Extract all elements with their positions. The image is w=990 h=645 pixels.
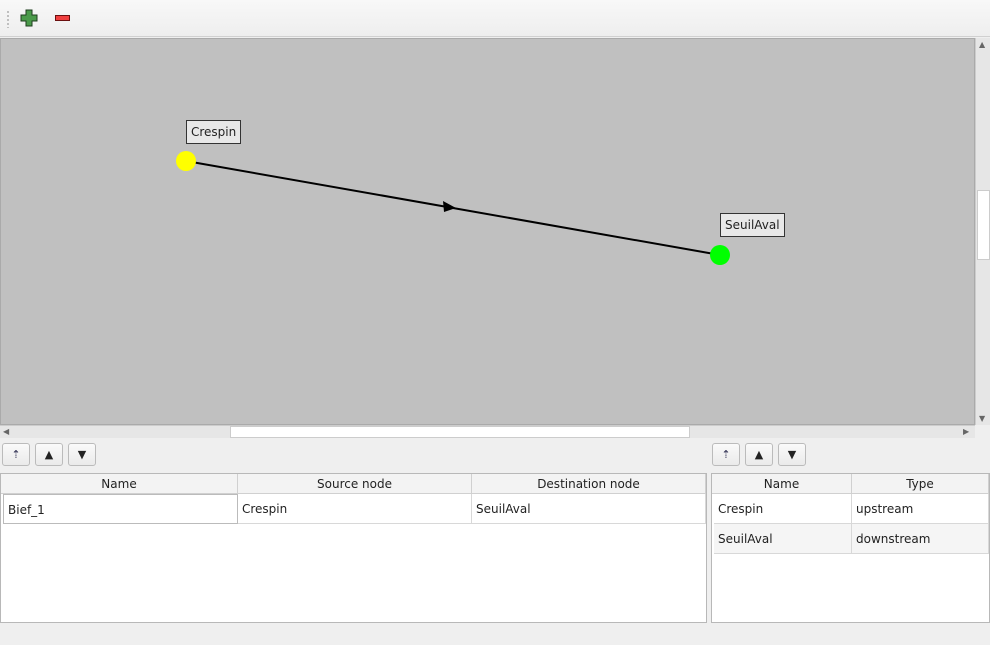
table-cell[interactable]: downstream <box>852 524 989 554</box>
sort-edges-button[interactable]: ⇡ <box>2 443 30 466</box>
move-edge-down-button[interactable]: ▼ <box>68 443 96 466</box>
graph-svg <box>176 151 730 265</box>
arrow-up-icon: ▲ <box>44 448 54 461</box>
edges-table: Name Source node Destination node Bief_1… <box>0 473 707 623</box>
column-header-source[interactable]: Source node <box>238 474 472 494</box>
minus-icon <box>55 15 70 21</box>
move-edge-up-button[interactable]: ▲ <box>35 443 63 466</box>
table-cell[interactable]: Bief_1 <box>3 494 238 524</box>
arrow-down-icon: ▼ <box>77 448 87 461</box>
node-label: Crespin <box>186 120 242 144</box>
arrow-down-icon: ▼ <box>787 448 797 461</box>
move-node-up-button[interactable]: ▲ <box>745 443 773 466</box>
node-crespin[interactable] <box>176 151 196 171</box>
table-cell[interactable]: Crespin <box>714 494 852 524</box>
status-bar <box>0 623 990 645</box>
sort-icon: ⇡ <box>11 448 21 461</box>
plus-icon <box>20 9 38 27</box>
move-node-down-button[interactable]: ▼ <box>778 443 806 466</box>
remove-node-button[interactable] <box>52 8 74 28</box>
vertical-scrollbar[interactable]: ▲ ▼ <box>975 38 990 425</box>
toolbar <box>0 0 990 37</box>
nodes-table: Name Type Crespin upstream SeuilAval dow… <box>711 473 990 623</box>
add-node-button[interactable] <box>18 8 40 28</box>
column-header-type[interactable]: Type <box>852 474 989 494</box>
table-cell[interactable]: SeuilAval <box>714 524 852 554</box>
sort-nodes-button[interactable]: ⇡ <box>712 443 740 466</box>
table-cell[interactable]: upstream <box>852 494 989 524</box>
node-seuilaval[interactable] <box>710 245 730 265</box>
table-cell[interactable]: Crespin <box>238 494 472 524</box>
horizontal-scrollbar[interactable]: ◀ ▶ <box>0 425 975 438</box>
column-header-destination[interactable]: Destination node <box>472 474 706 494</box>
column-header-name[interactable]: Name <box>712 474 852 494</box>
sort-icon: ⇡ <box>721 448 731 461</box>
toolbar-grip[interactable] <box>6 10 10 28</box>
edge-arrow-icon <box>443 201 456 212</box>
column-header-name[interactable]: Name <box>1 474 238 494</box>
arrow-up-icon: ▲ <box>754 448 764 461</box>
node-label: SeuilAval <box>720 213 785 237</box>
scroll-thumb[interactable] <box>230 426 690 438</box>
scroll-thumb[interactable] <box>977 190 990 260</box>
table-cell[interactable]: SeuilAval <box>472 494 706 524</box>
graph-canvas[interactable]: Crespin SeuilAval <box>0 38 975 425</box>
